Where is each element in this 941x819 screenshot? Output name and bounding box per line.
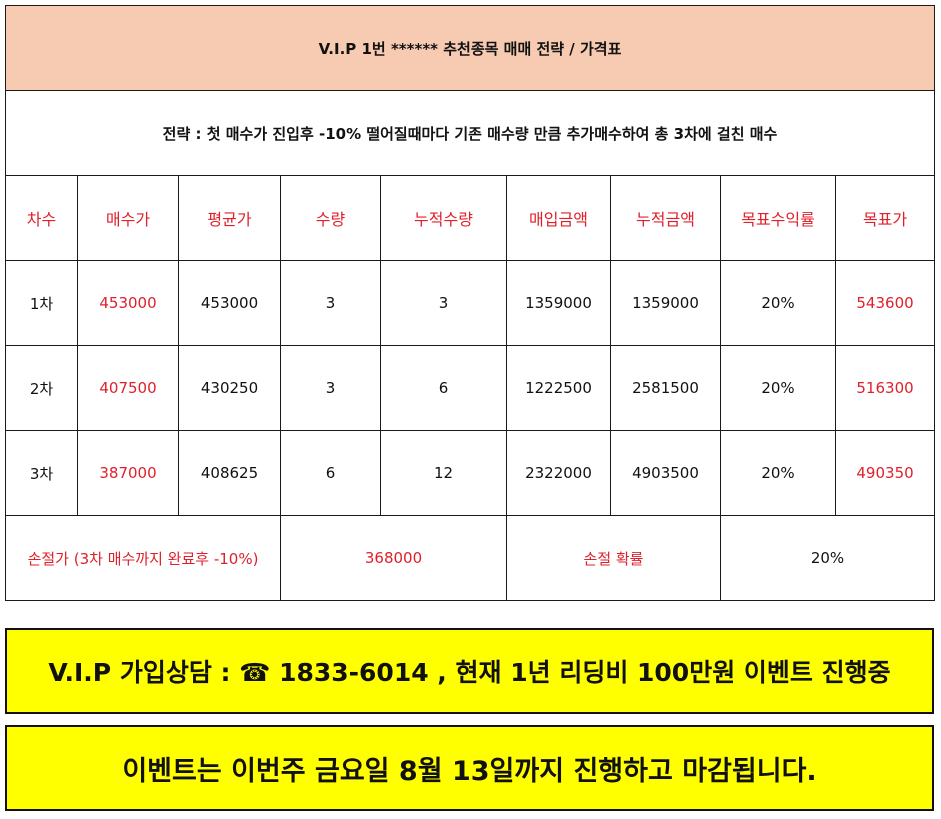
cell-cum-quantity: 3 (380, 260, 507, 346)
cell-cum-amount: 1359000 (610, 260, 721, 346)
cell-buy-price: 387000 (77, 430, 179, 516)
cell-target-return: 20% (720, 260, 836, 346)
vip-contact-banner: V.I.P 가입상담 : ☎ 1833-6014 , 현재 1년 리딩비 100… (5, 628, 934, 714)
cell-round: 2차 (5, 345, 78, 431)
cell-round: 3차 (5, 430, 78, 516)
table-row: 2차 407500 430250 3 6 1222500 2581500 20%… (5, 345, 936, 431)
stop-loss-price: 368000 (280, 515, 507, 601)
cell-buy-amount: 2322000 (506, 430, 611, 516)
cell-avg-price: 430250 (178, 345, 281, 431)
header-target-price: 목표가 (834, 175, 936, 261)
cell-round: 1차 (5, 260, 78, 346)
cell-avg-price: 408625 (178, 430, 281, 516)
cell-quantity: 3 (280, 345, 381, 431)
cell-cum-quantity: 6 (380, 345, 507, 431)
cell-cum-amount: 2581500 (610, 345, 721, 431)
header-avg-price: 평균가 (178, 175, 281, 261)
header-cum-quantity: 누적수량 (380, 175, 507, 261)
cell-target-return: 20% (720, 345, 836, 431)
cell-quantity: 3 (280, 260, 381, 346)
cell-target-price: 543600 (834, 260, 936, 346)
cell-cum-amount: 4903500 (610, 430, 721, 516)
header-cum-amount: 누적금액 (610, 175, 721, 261)
header-target-return: 목표수익률 (720, 175, 836, 261)
price-table: V.I.P 1번 ****** 추천종목 매매 전략 / 가격표 전략 : 첫 … (4, 5, 936, 601)
cell-buy-amount: 1222500 (506, 345, 611, 431)
table-header-row: 차수 매수가 평균가 수량 누적수량 매입금액 누적금액 목표수익률 목표가 (5, 175, 936, 261)
cell-target-return: 20% (720, 430, 836, 516)
cell-quantity: 6 (280, 430, 381, 516)
stop-loss-label: 손절가 (3차 매수까지 완료후 -10%) (5, 515, 281, 601)
cell-buy-amount: 1359000 (506, 260, 611, 346)
cell-target-price: 516300 (834, 345, 936, 431)
header-buy-amount: 매입금액 (506, 175, 611, 261)
header-buy-price: 매수가 (77, 175, 179, 261)
table-row: 1차 453000 453000 3 3 1359000 1359000 20%… (5, 260, 936, 346)
stop-loss-prob-label: 손절 확률 (506, 515, 721, 601)
header-round: 차수 (5, 175, 78, 261)
cell-buy-price: 453000 (77, 260, 179, 346)
page-title: V.I.P 1번 ****** 추천종목 매매 전략 / 가격표 (4, 5, 936, 91)
table-row: 3차 387000 408625 6 12 2322000 4903500 20… (5, 430, 936, 516)
cell-cum-quantity: 12 (380, 430, 507, 516)
event-deadline-banner: 이벤트는 이번주 금요일 8월 13일까지 진행하고 마감됩니다. (5, 725, 934, 811)
stop-loss-prob-value: 20% (719, 515, 936, 601)
header-quantity: 수량 (280, 175, 381, 261)
cell-buy-price: 407500 (77, 345, 179, 431)
stop-loss-row: 손절가 (3차 매수까지 완료후 -10%) 368000 손절 확률 20% (5, 515, 936, 601)
strategy-text: 전략 : 첫 매수가 진입후 -10% 떨어질때마다 기존 매수량 만큼 추가매… (4, 90, 936, 176)
cell-avg-price: 453000 (178, 260, 281, 346)
cell-target-price: 490350 (834, 430, 936, 516)
